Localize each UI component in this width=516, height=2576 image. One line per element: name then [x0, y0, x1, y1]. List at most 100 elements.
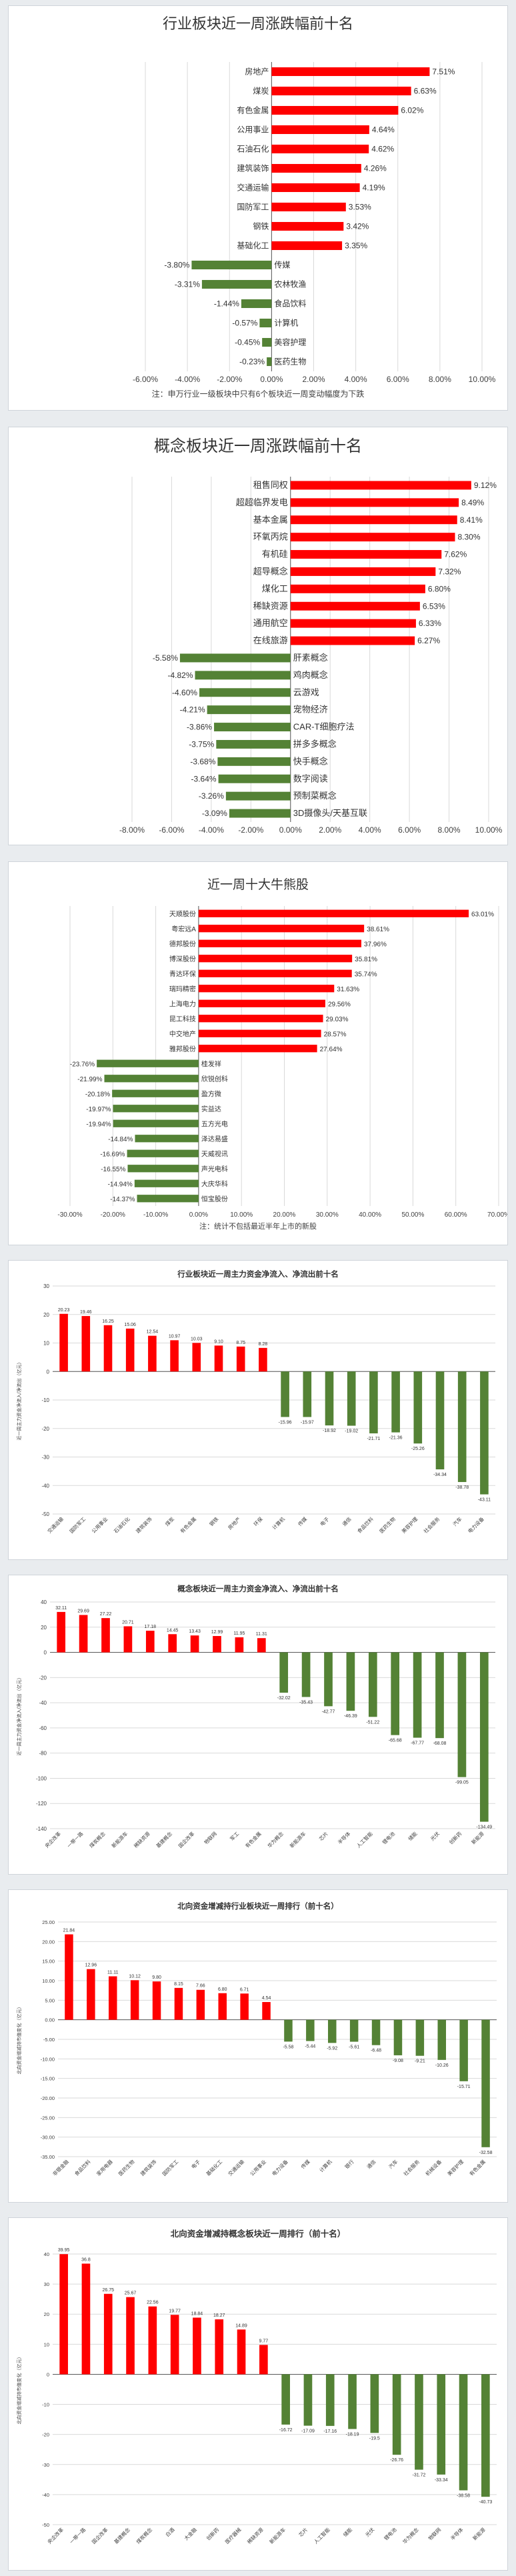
- bar: [112, 1089, 199, 1097]
- bar: [237, 2329, 246, 2375]
- category-label: 房地产: [245, 67, 269, 77]
- x-tick-label: 8.00%: [438, 825, 461, 835]
- data-label: 39.95: [58, 2248, 70, 2253]
- category-label: 盈方微: [201, 1089, 221, 1098]
- data-label: 18.27: [213, 2313, 225, 2318]
- data-label: 18.84: [191, 2311, 203, 2316]
- bar: [79, 1615, 88, 1653]
- data-label: 3.53%: [349, 203, 371, 212]
- category-label: 锂电池: [383, 2526, 398, 2541]
- data-label: -31.72: [413, 2473, 426, 2478]
- category-label: 白酒: [164, 2526, 176, 2538]
- bar: [271, 67, 430, 77]
- category-label: 拼多多概念: [293, 739, 337, 749]
- x-tick-label: -6.00%: [159, 825, 184, 835]
- category-label: 新能源车: [110, 1830, 129, 1849]
- bar: [217, 757, 291, 766]
- bar: [191, 260, 272, 270]
- bar: [290, 515, 457, 525]
- bar: [370, 2374, 379, 2433]
- bar: [59, 1313, 68, 1372]
- category-label: 声光电科: [201, 1165, 228, 1173]
- bar: [225, 791, 291, 801]
- x-tick-label: -6.00%: [133, 375, 158, 384]
- data-label: 11.31: [256, 1632, 267, 1637]
- y-tick-label: -35.00: [41, 2154, 55, 2160]
- bar: [290, 567, 436, 576]
- category-label: 瑞玛精密: [169, 985, 196, 993]
- data-label: 7.66: [196, 1984, 205, 1989]
- bar: [327, 2019, 337, 2043]
- data-label: -134.49: [476, 1825, 492, 1830]
- data-label: -20.18%: [85, 1091, 110, 1098]
- bar: [259, 1347, 267, 1372]
- category-label: 物联网: [427, 2526, 442, 2541]
- bar: [262, 337, 272, 347]
- data-label: 11.11: [107, 1970, 119, 1975]
- bar: [369, 1371, 378, 1434]
- category-label: 有色金属: [243, 1830, 262, 1849]
- data-label: -9.08: [393, 2059, 403, 2063]
- category-label: 基建概念: [155, 1830, 174, 1849]
- data-label: 8.30%: [457, 533, 480, 542]
- category-label: 大金融: [183, 2526, 198, 2541]
- bar: [198, 955, 353, 963]
- data-label: -4.60%: [172, 688, 197, 697]
- data-label: 9.10: [214, 1339, 223, 1344]
- data-label: -17.09: [301, 2429, 315, 2434]
- bar: [459, 2374, 468, 2491]
- category-label: 有色金属: [179, 1515, 197, 1534]
- x-tick-label: -2.00%: [217, 375, 242, 384]
- category-label: 新能源: [470, 1830, 485, 1845]
- y-tick-label: 20: [41, 1625, 47, 1631]
- x-tick-label: 20.00%: [273, 1211, 296, 1219]
- bar: [271, 163, 361, 173]
- x-tick-label: 4.00%: [359, 825, 381, 835]
- data-label: 28.57%: [324, 1031, 347, 1038]
- data-label: 14.89: [235, 2323, 247, 2328]
- data-label: -16.55%: [101, 1166, 125, 1173]
- data-label: 9.80: [152, 1975, 161, 1980]
- category-label: 有色金属: [237, 105, 269, 115]
- data-label: 63.01%: [471, 911, 494, 918]
- category-label: 石油石化: [237, 145, 269, 154]
- bar: [324, 1652, 333, 1707]
- bar: [271, 221, 344, 231]
- y-tick-label: -30: [42, 2462, 49, 2468]
- x-tick-label: -20.00%: [101, 1211, 125, 1219]
- data-label: -3.80%: [164, 261, 189, 270]
- data-label: -3.31%: [175, 280, 200, 289]
- category-label: 青达环保: [169, 969, 196, 978]
- bar: [481, 2019, 490, 2147]
- chart-top-bull-bear-stocks: 近一周十大牛熊股 -30.00% -20.00% -10.00% 0.00% 10.00%…: [57, 877, 507, 1231]
- bar: [198, 985, 335, 993]
- data-label: -25.26: [411, 1447, 425, 1451]
- category-label: 家用电器: [95, 2158, 114, 2177]
- bar: [108, 1976, 117, 2020]
- data-label: -51.22: [366, 1720, 379, 1725]
- y-tick-label: 0.00: [45, 2017, 55, 2023]
- data-label: 14.45: [167, 1628, 179, 1633]
- data-label: 10.97: [169, 1334, 181, 1339]
- category-label: 医疗器械: [223, 2526, 243, 2545]
- category-label: 建筑装饰: [237, 163, 269, 173]
- data-label: -0.23%: [239, 357, 265, 367]
- data-label: -6.48: [371, 2049, 381, 2053]
- data-label: 35.74%: [355, 971, 377, 978]
- bar: [303, 2374, 313, 2426]
- data-label: 6.63%: [414, 87, 437, 96]
- bar: [271, 86, 411, 96]
- data-label: 8.75: [236, 1341, 245, 1345]
- y-tick-label: 30: [43, 1283, 49, 1289]
- data-label: 17.18: [145, 1625, 157, 1629]
- category-label: 新能源车: [288, 1830, 307, 1849]
- chart-panel-northbound-industry: 北向资金增减持行业板块近一周排行（前十名） 25.00 20.00 15.00 10.0…: [8, 1889, 508, 2203]
- x-tick-label: 60.00%: [445, 1211, 467, 1219]
- data-label: 19.77: [169, 2309, 181, 2313]
- data-label: 38.61%: [367, 926, 389, 933]
- bar: [198, 909, 469, 917]
- data-label: -43.11: [478, 1498, 491, 1503]
- bar: [196, 1989, 205, 2020]
- category-label: 通信: [365, 2158, 377, 2170]
- data-label: 29.03%: [326, 1016, 349, 1023]
